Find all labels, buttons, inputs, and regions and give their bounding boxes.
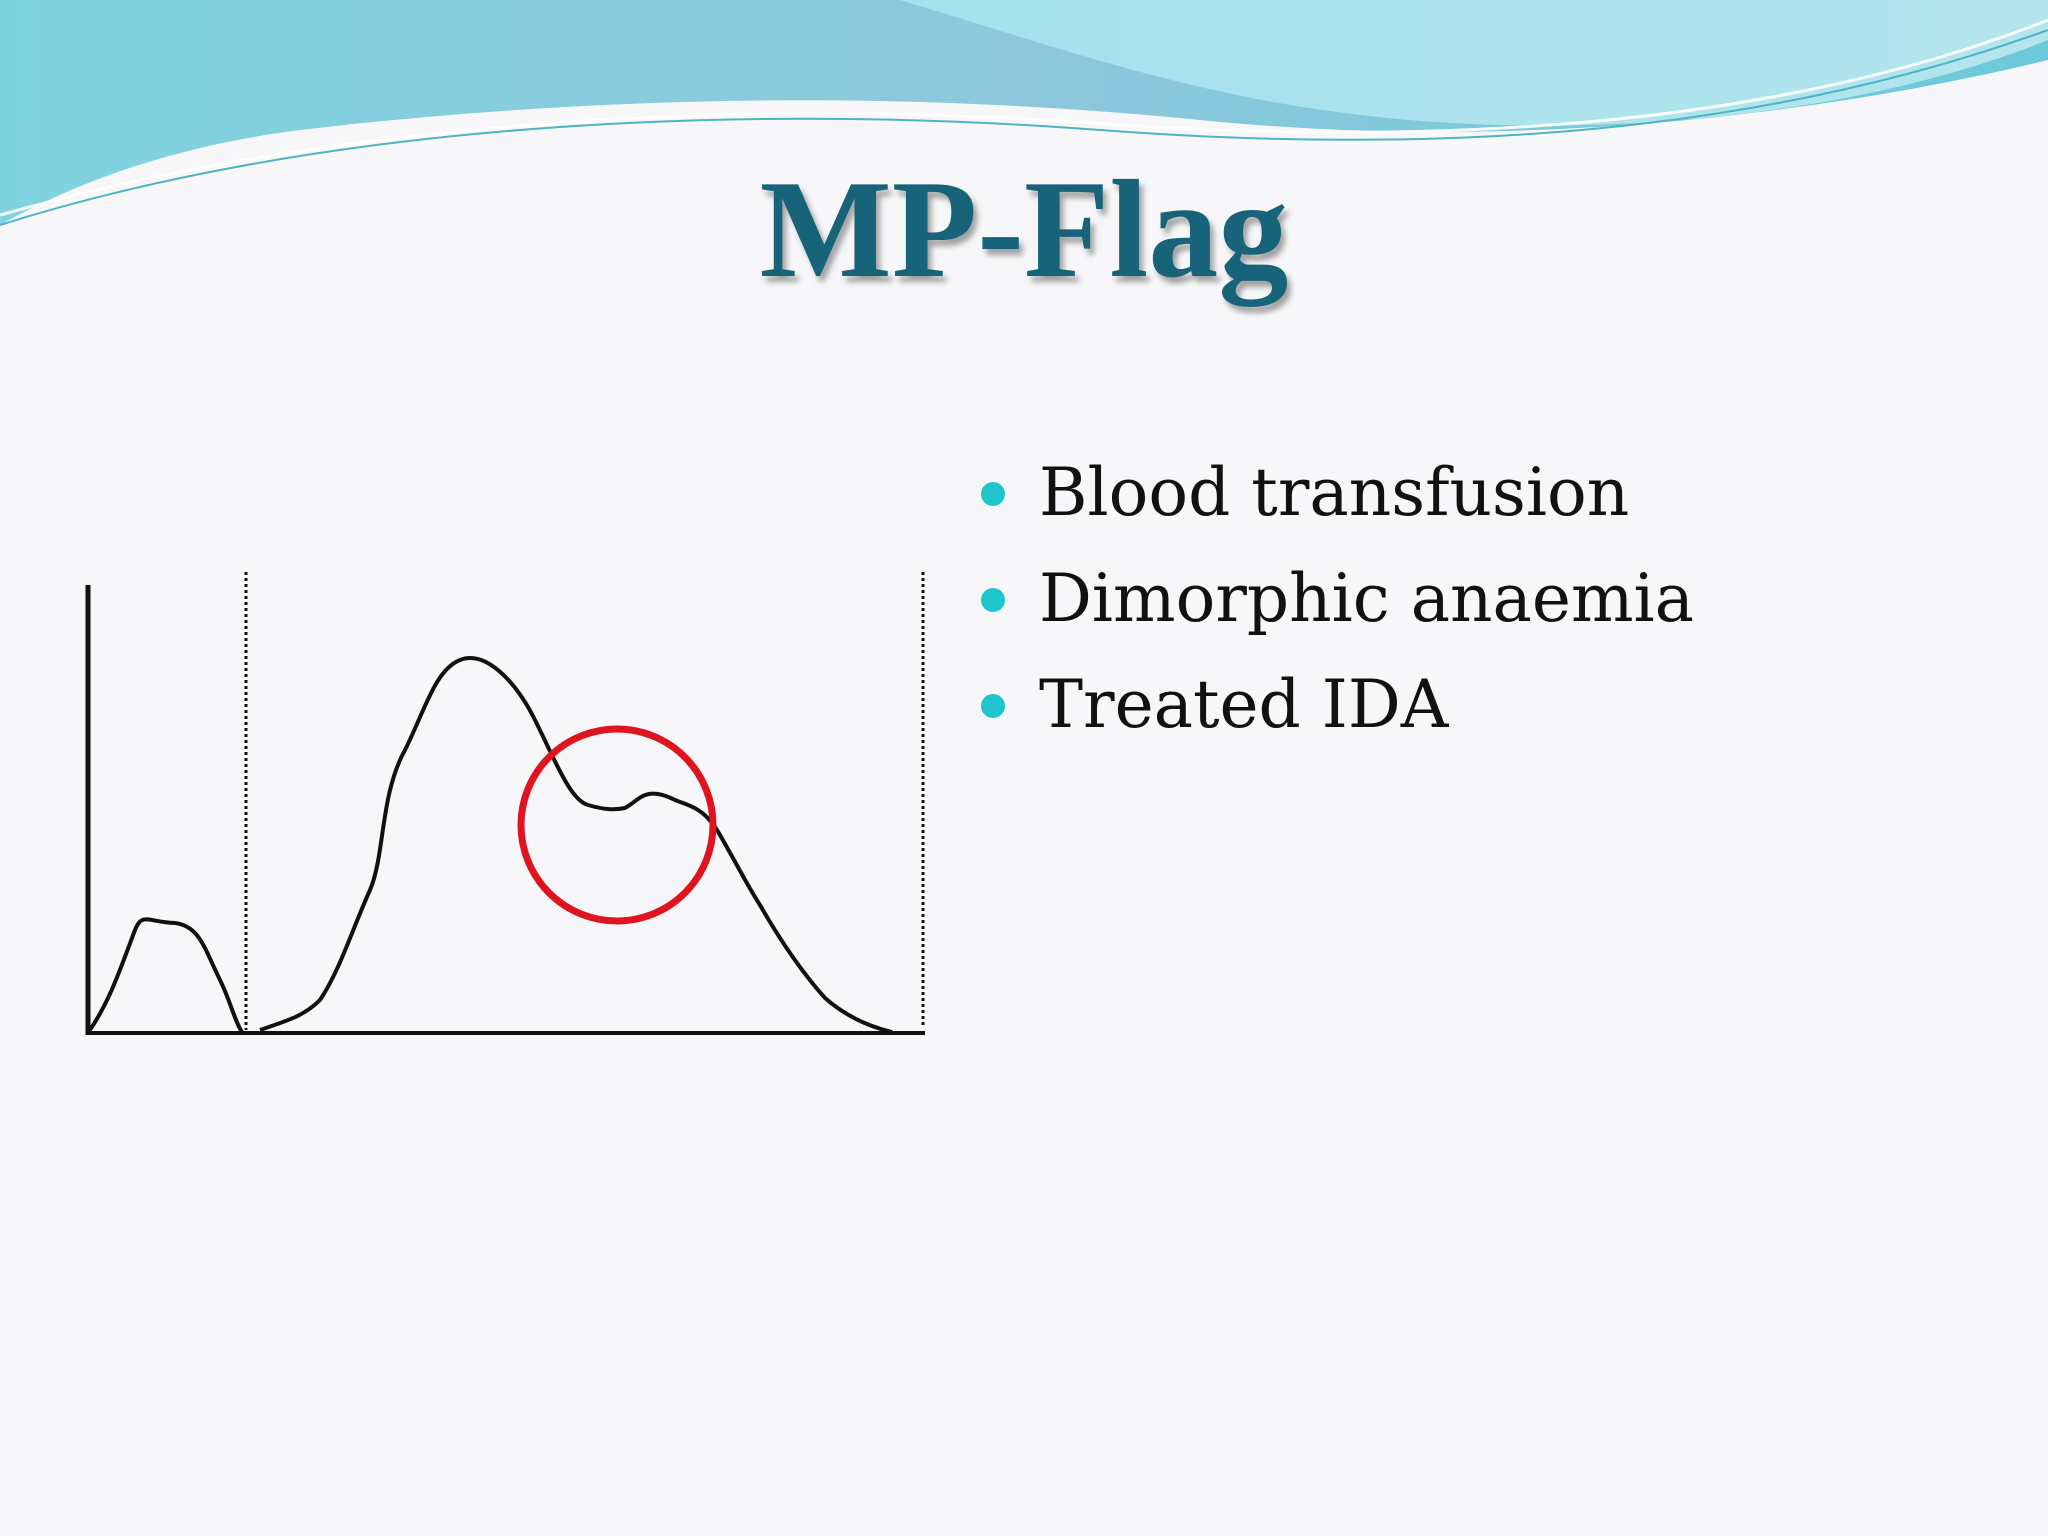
histogram-figure (85, 572, 925, 1035)
slide-title: MP-Flag (759, 152, 1289, 307)
bullet-text: Treated IDA (1039, 666, 1449, 743)
bullet-text: Dimorphic anaemia (1039, 560, 1695, 637)
bullet-dot-icon (981, 588, 1005, 612)
small-peak-curve (88, 917, 244, 1034)
main-distribution-curve (259, 656, 893, 1034)
bullet-dot-icon (981, 694, 1005, 718)
bullet-list: Blood transfusion Dimorphic anaemia Trea… (975, 440, 1694, 758)
bullet-item: Dimorphic anaemia (975, 546, 1694, 652)
bullet-item: Treated IDA (975, 652, 1694, 758)
bullet-text: Blood transfusion (1039, 454, 1630, 531)
highlight-circle (517, 725, 717, 925)
header-wave-decoration (0, 0, 2048, 226)
bullet-dot-icon (981, 482, 1005, 506)
bullet-item: Blood transfusion (975, 440, 1694, 546)
